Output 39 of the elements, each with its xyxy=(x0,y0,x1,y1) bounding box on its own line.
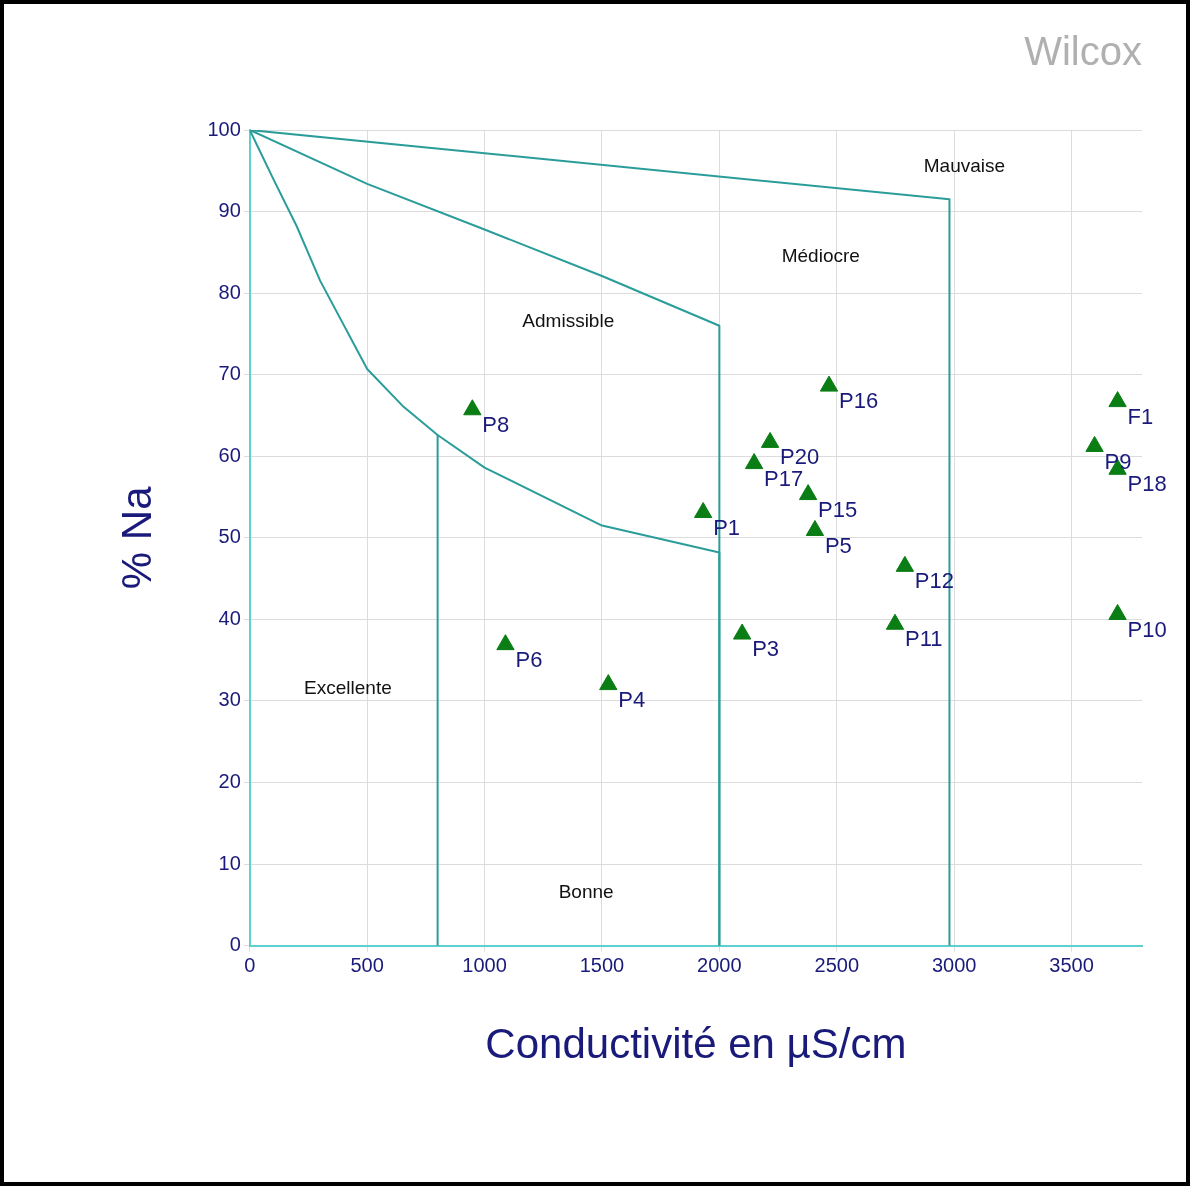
x-tick-label: 1000 xyxy=(462,954,507,977)
series-label: P6 xyxy=(515,646,543,672)
y-tick-label: 10 xyxy=(218,851,241,874)
y-axis-title: % Na xyxy=(112,485,160,590)
y-tick-label: 0 xyxy=(229,933,241,956)
series-label: F1 xyxy=(1127,403,1154,429)
series-label: P10 xyxy=(1127,616,1167,642)
x-tick-label: 2500 xyxy=(814,954,860,977)
y-tick-label: 30 xyxy=(218,688,241,711)
series-label: P9 xyxy=(1104,448,1132,474)
y-tick-label: 60 xyxy=(218,443,241,466)
series-label: P3 xyxy=(752,636,780,662)
y-tick-label: 50 xyxy=(218,525,241,548)
x-tick-label: 500 xyxy=(350,954,384,977)
y-tick-label: 100 xyxy=(207,117,241,140)
x-axis-title: Conductivité en µS/cm xyxy=(485,1020,907,1068)
x-tick-label: 3500 xyxy=(1049,954,1094,977)
y-tick-label: 80 xyxy=(218,280,241,303)
x-tick-label: 0 xyxy=(244,954,256,977)
series-label: P16 xyxy=(839,388,879,414)
series-label: P15 xyxy=(818,496,858,522)
y-tick-label: 20 xyxy=(218,770,241,792)
x-tick-label: 2000 xyxy=(697,954,742,977)
annotation: Excellente xyxy=(304,676,392,698)
series-label: P4 xyxy=(618,686,646,712)
annotation: Admissible xyxy=(522,309,615,331)
annotation: Médiocre xyxy=(781,244,860,266)
annotation: Bonne xyxy=(558,880,614,902)
y-tick-label: 90 xyxy=(218,199,241,222)
y-tick-label: 40 xyxy=(218,606,241,629)
chart-title: Wilcox xyxy=(1024,29,1142,74)
series-label: P5 xyxy=(824,532,852,558)
x-tick-label: 1500 xyxy=(579,954,625,977)
annotation: Mauvaise xyxy=(923,154,1006,176)
series-label: P18 xyxy=(1127,471,1167,497)
series-label: P11 xyxy=(904,626,943,652)
y-tick-label: 70 xyxy=(218,362,241,385)
x-tick-label: 3000 xyxy=(931,954,977,977)
series-label: P8 xyxy=(482,411,510,437)
